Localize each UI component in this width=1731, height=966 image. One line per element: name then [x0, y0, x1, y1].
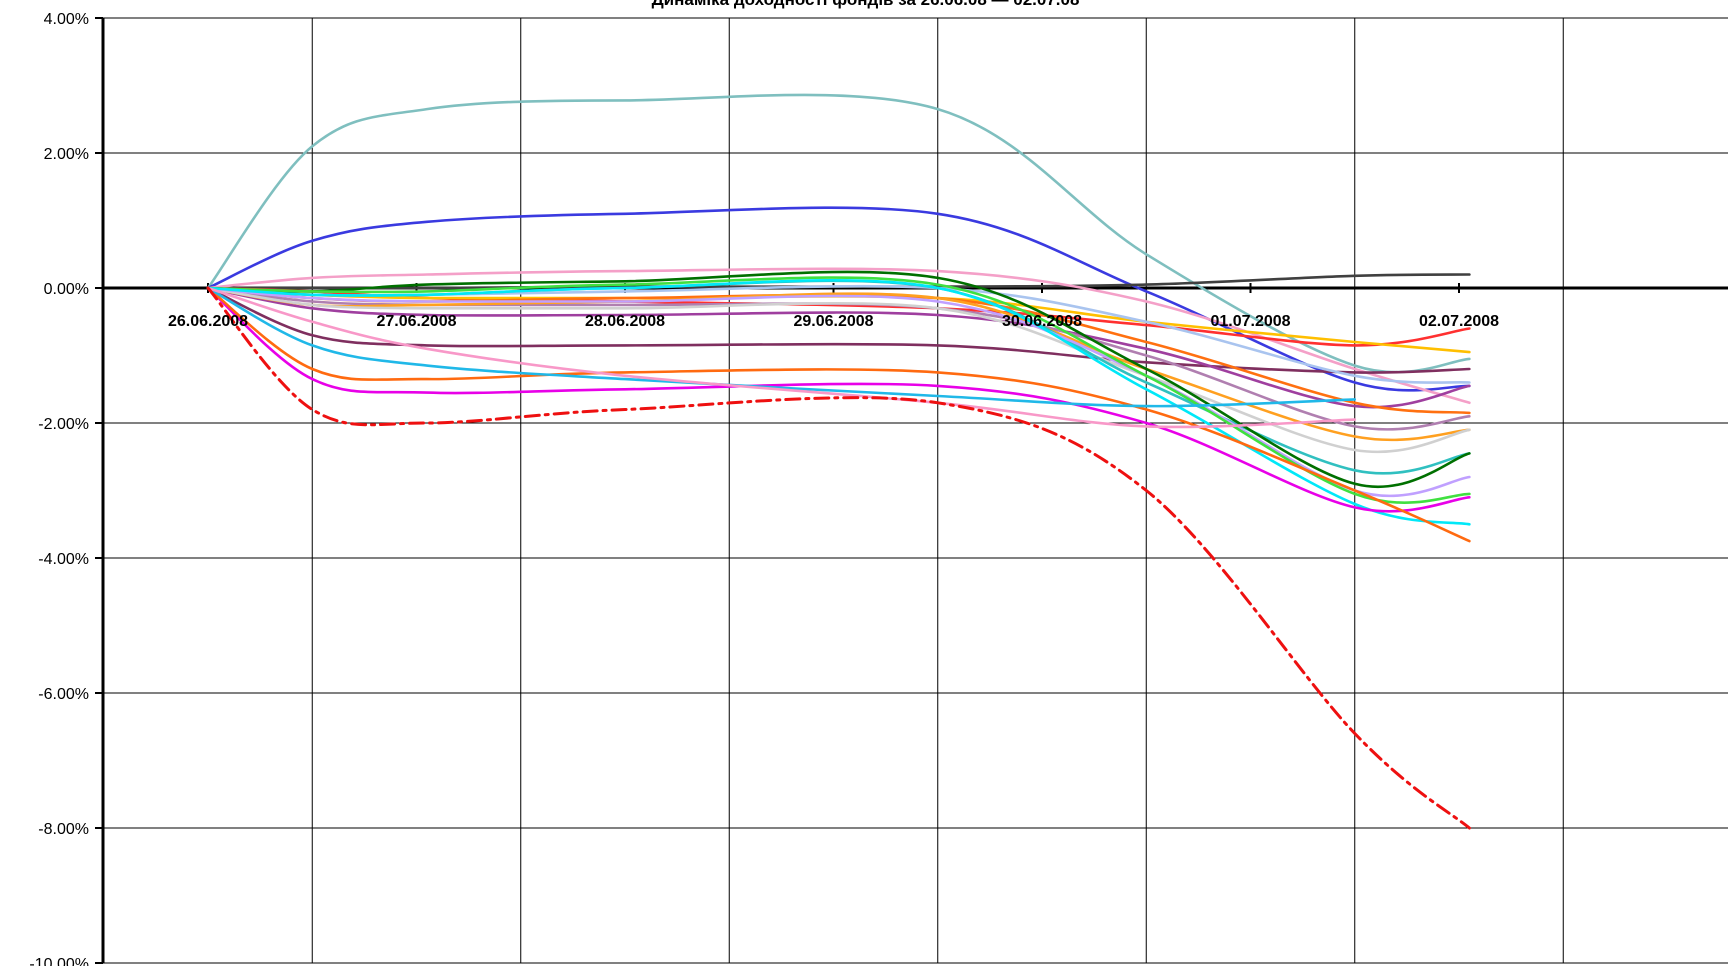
- series-line-4: [206, 267, 1471, 405]
- x-tick-label: 27.06.2008: [376, 313, 456, 330]
- y-tick-label: -6.00%: [38, 686, 89, 703]
- chart-title: Динаміка доходності фондів за 26.06.08 —…: [0, 0, 1731, 10]
- x-tick-label: 26.06.2008: [168, 313, 248, 330]
- grid-lines: [103, 17, 1728, 964]
- x-tick-label: 28.06.2008: [585, 313, 665, 330]
- series-line-1: [206, 93, 1471, 374]
- axes: [95, 17, 1728, 964]
- series-line-20: [206, 286, 1471, 543]
- series-line-23: [206, 286, 1471, 830]
- x-tick-label: 01.07.2008: [1210, 313, 1290, 330]
- x-tick-label: 02.07.2008: [1419, 313, 1499, 330]
- y-tick-label: 4.00%: [44, 11, 89, 28]
- y-tick-label: -4.00%: [38, 551, 89, 568]
- series-group: [206, 93, 1471, 830]
- series-line-7: [206, 286, 1471, 374]
- series-line-18: [206, 278, 1471, 526]
- tick-labels: 4.00% 2.00% 0.00% -2.00% -4.00% -6.00% -8.00% -…: [29, 11, 1499, 966]
- x-tick-label: 30.06.2008: [1002, 313, 1082, 330]
- series-line-9: [206, 286, 1471, 409]
- series-line-14: [206, 279, 1471, 475]
- y-tick-label: -8.00%: [38, 821, 89, 838]
- series-line-19: [206, 286, 1471, 513]
- series-line-15: [206, 270, 1471, 489]
- y-tick-label: -10.00%: [29, 956, 89, 966]
- y-tick-label: 2.00%: [44, 146, 89, 163]
- y-tick-label: -2.00%: [38, 416, 89, 433]
- series-line-13: [206, 286, 1471, 454]
- x-tick-label: 29.06.2008: [793, 313, 873, 330]
- series-line-12: [206, 286, 1471, 442]
- series-line-22: [206, 286, 1357, 429]
- y-tick-label: 0.00%: [44, 281, 89, 298]
